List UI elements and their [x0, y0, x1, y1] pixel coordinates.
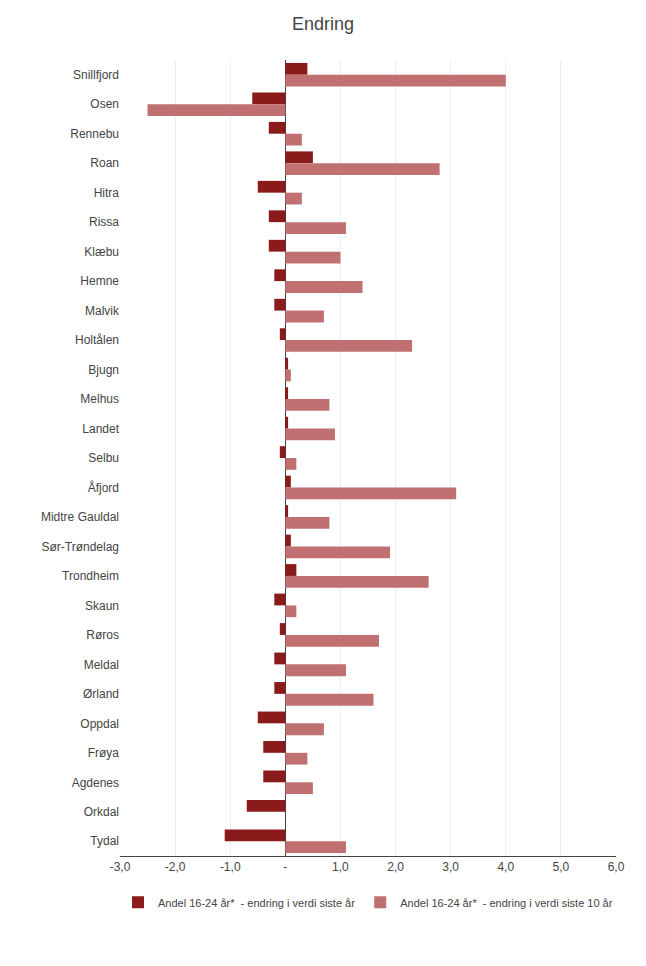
svg-text:Hemne: Hemne: [80, 274, 119, 288]
svg-text:2,0: 2,0: [387, 860, 404, 874]
svg-text:Sør-Trøndelag: Sør-Trøndelag: [41, 540, 119, 554]
svg-text:Andel 16-24 år* - endring i v: Andel 16-24 år* - endring i verdi siste …: [400, 897, 613, 909]
svg-text:Røros: Røros: [86, 628, 119, 642]
svg-text:Bjugn: Bjugn: [88, 363, 119, 377]
svg-text:Rennebu: Rennebu: [70, 127, 119, 141]
svg-text:Midtre Gauldal: Midtre Gauldal: [41, 510, 119, 524]
svg-text:4,0: 4,0: [497, 860, 514, 874]
svg-text:3,0: 3,0: [442, 860, 459, 874]
svg-text:Orkdal: Orkdal: [84, 805, 119, 819]
svg-text:5,0: 5,0: [553, 860, 570, 874]
svg-text:Agdenes: Agdenes: [72, 776, 119, 790]
svg-text:-1,0: -1,0: [220, 860, 241, 874]
svg-text:Andel 16-24 år* - endring i v: Andel 16-24 år* - endring i verdi siste …: [158, 897, 355, 909]
svg-text:Åfjord: Åfjord: [88, 480, 119, 495]
svg-text:Meldal: Meldal: [84, 658, 119, 672]
svg-text:Holtålen: Holtålen: [75, 333, 119, 347]
svg-text:Frøya: Frøya: [88, 746, 120, 760]
svg-text:Roan: Roan: [90, 156, 119, 170]
svg-text:Selbu: Selbu: [88, 451, 119, 465]
svg-text:Oppdal: Oppdal: [80, 717, 119, 731]
svg-text:Osen: Osen: [90, 97, 119, 111]
svg-text:Landet: Landet: [82, 422, 119, 436]
svg-text:Ørland: Ørland: [83, 687, 119, 701]
svg-text:Melhus: Melhus: [80, 392, 119, 406]
svg-text:Trondheim: Trondheim: [62, 569, 119, 583]
svg-text:Hitra: Hitra: [94, 186, 120, 200]
svg-text:-3,0: -3,0: [110, 860, 131, 874]
svg-text:Malvik: Malvik: [85, 304, 120, 318]
svg-text:Skaun: Skaun: [85, 599, 119, 613]
svg-text:-: -: [283, 860, 287, 874]
svg-text:1,0: 1,0: [332, 860, 349, 874]
svg-text:Tydal: Tydal: [90, 834, 119, 848]
svg-text:Klæbu: Klæbu: [84, 245, 119, 259]
svg-text:-2,0: -2,0: [165, 860, 186, 874]
svg-text:Snillfjord: Snillfjord: [73, 68, 119, 82]
svg-text:Endring: Endring: [292, 14, 354, 34]
svg-text:Rissa: Rissa: [89, 215, 119, 229]
svg-text:6,0: 6,0: [608, 860, 625, 874]
